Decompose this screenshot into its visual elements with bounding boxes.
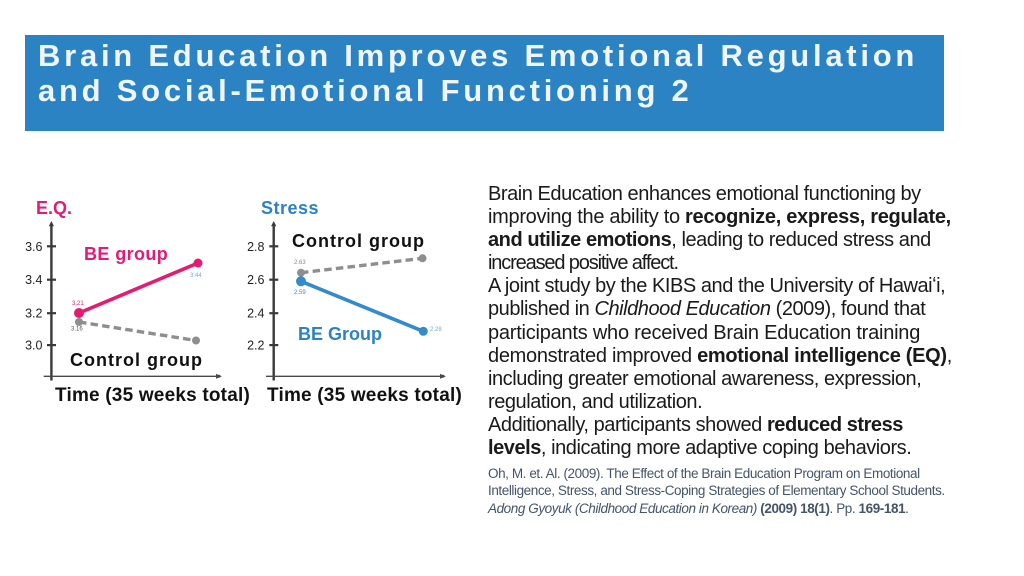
svg-text:2.28: 2.28	[430, 327, 442, 333]
svg-text:3.16: 3.16	[71, 327, 83, 333]
svg-text:2.63: 2.63	[294, 260, 306, 266]
svg-text:2.59: 2.59	[294, 290, 306, 296]
svg-text:3.2: 3.2	[25, 307, 42, 321]
svg-text:2.8: 2.8	[247, 240, 264, 254]
svg-text:3.0: 3.0	[25, 339, 42, 353]
svg-text:2.2: 2.2	[247, 339, 264, 353]
svg-text:3.4: 3.4	[25, 273, 42, 287]
svg-text:3.21: 3.21	[72, 301, 84, 307]
svg-text:2.6: 2.6	[247, 273, 264, 287]
svg-text:3.44: 3.44	[190, 273, 202, 279]
svg-text:3.6: 3.6	[25, 240, 42, 254]
svg-text:2.4: 2.4	[247, 307, 264, 321]
